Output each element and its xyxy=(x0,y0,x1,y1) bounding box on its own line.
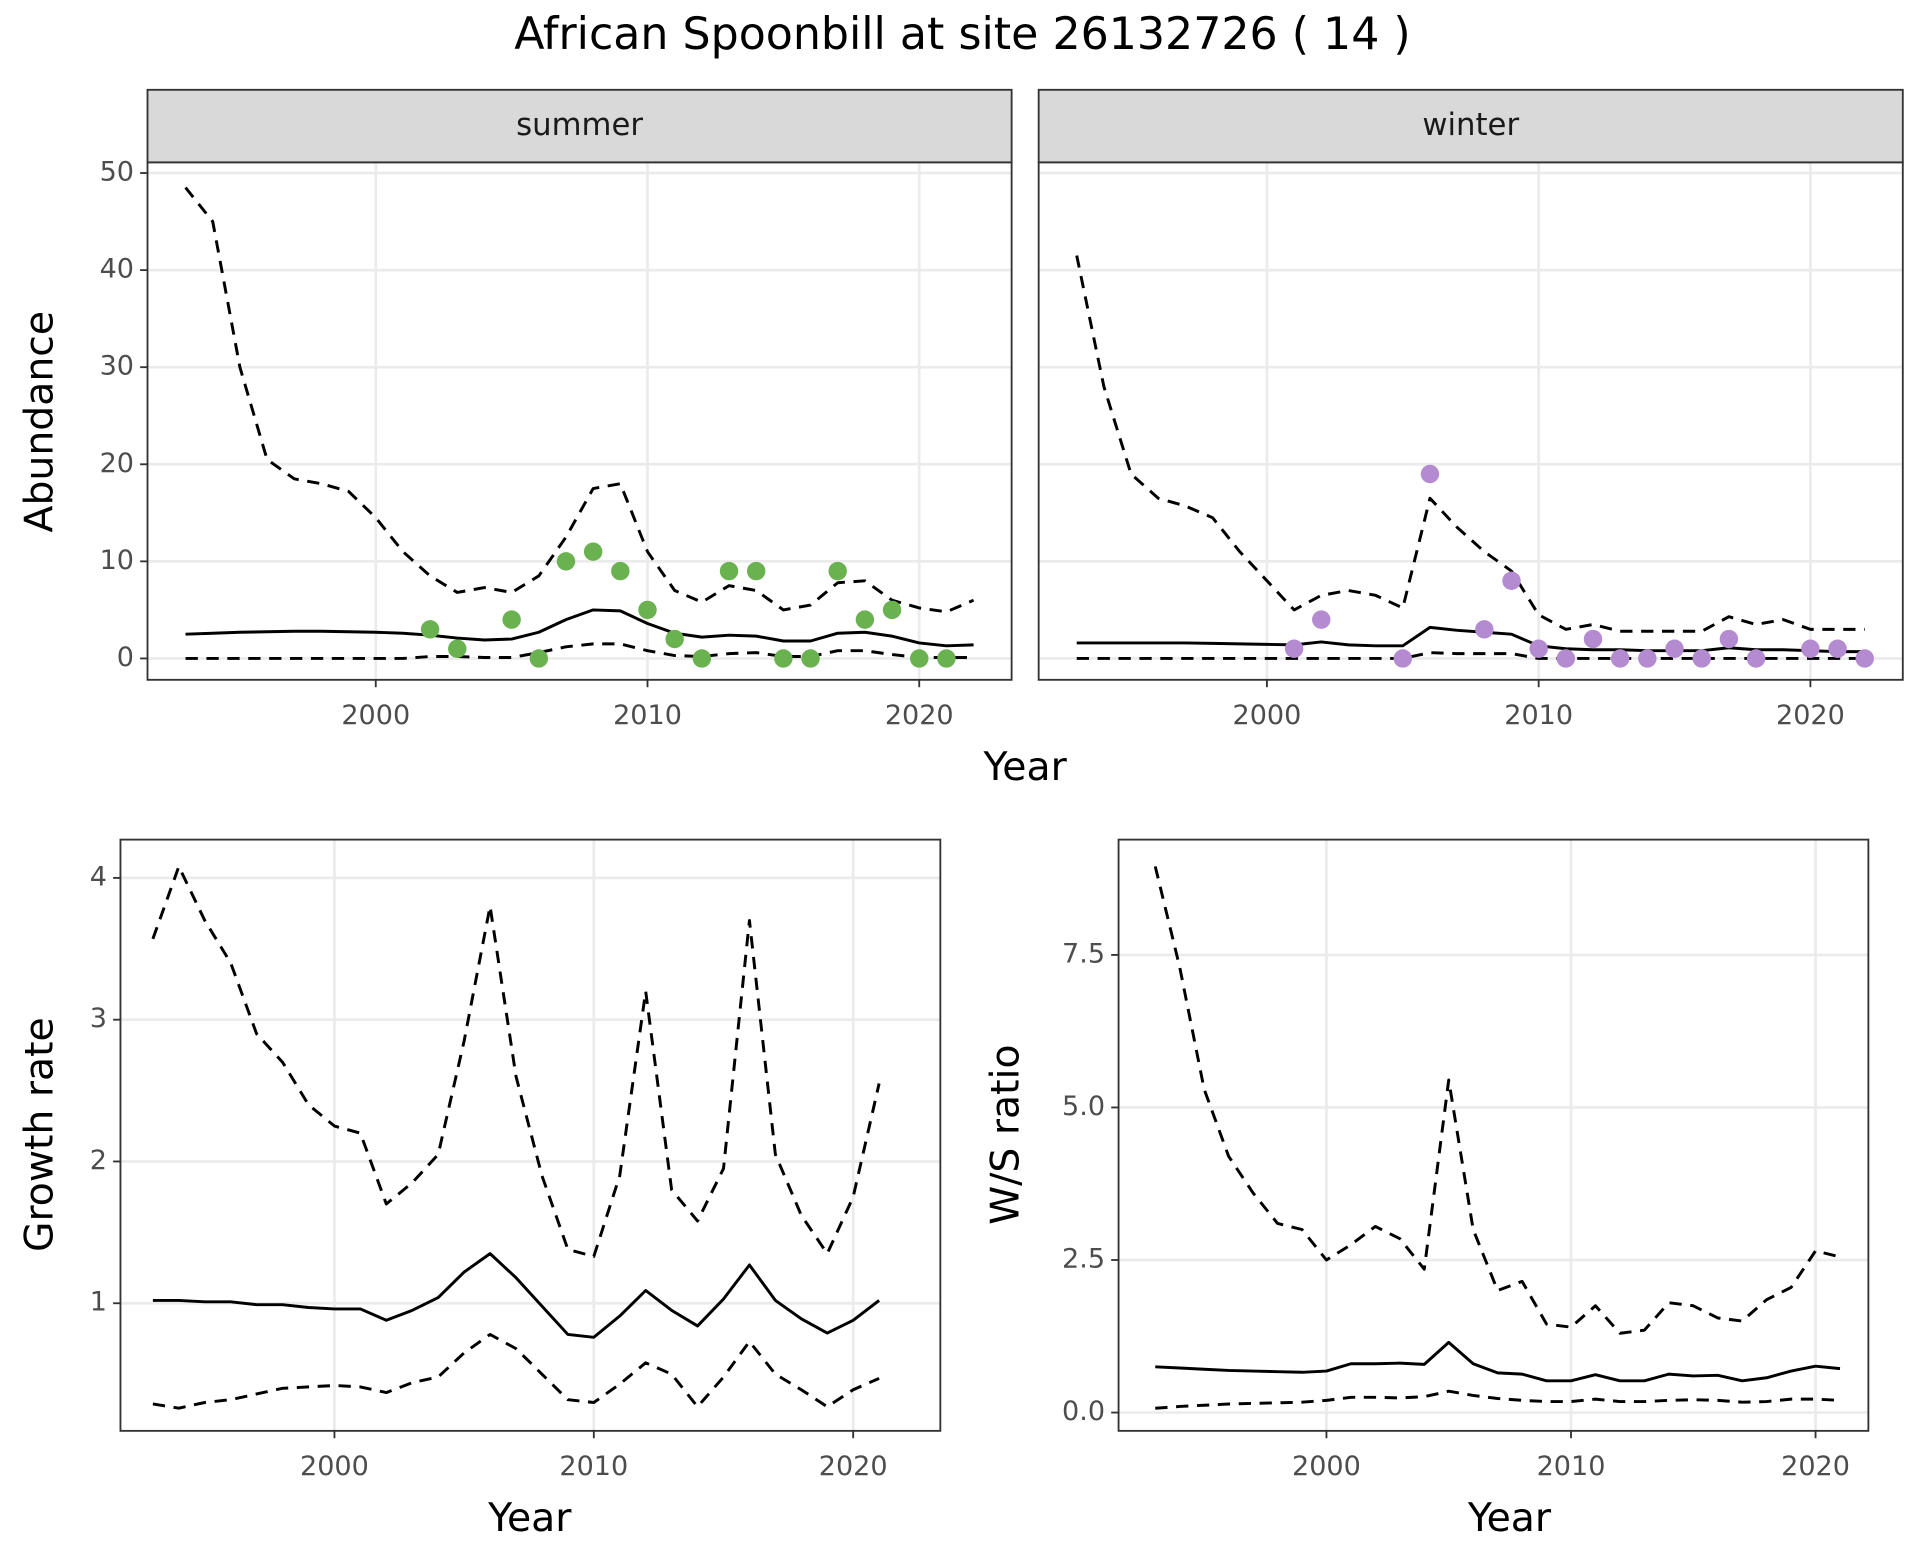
trend-line xyxy=(185,608,974,648)
x-tick-label: 2010 xyxy=(1537,1451,1606,1482)
strip-label: winter xyxy=(1422,107,1519,143)
interval-line xyxy=(184,186,975,614)
count-point xyxy=(882,600,902,620)
interval-line xyxy=(1076,651,1865,660)
x-tick-label: 2020 xyxy=(819,1451,888,1482)
count-point xyxy=(1610,649,1630,668)
count-point xyxy=(692,649,712,668)
count-point xyxy=(1719,629,1739,649)
count-point xyxy=(1746,649,1766,668)
trend-line xyxy=(1155,1340,1841,1383)
x-axis-title: Year xyxy=(487,1495,572,1541)
y-tick-label: 50 xyxy=(100,157,134,188)
count-point xyxy=(583,542,603,561)
x-tick-label: 2000 xyxy=(1292,1451,1361,1482)
y-tick-label: 0.0 xyxy=(1062,1396,1105,1427)
count-point xyxy=(1638,649,1657,668)
count-point xyxy=(746,561,766,581)
count-point xyxy=(1583,629,1603,649)
interval-line xyxy=(1155,1389,1841,1410)
y-tick-label: 5.0 xyxy=(1062,1091,1105,1122)
y-tick-label: 7.5 xyxy=(1062,938,1105,969)
trend-line xyxy=(152,1252,881,1339)
count-point xyxy=(1855,649,1874,668)
count-point xyxy=(611,561,630,581)
x-tick-label: 2010 xyxy=(613,700,682,731)
x-tick-label: 2010 xyxy=(559,1451,628,1482)
count-point xyxy=(855,610,875,629)
count-point xyxy=(529,649,549,668)
count-point xyxy=(937,649,956,668)
y-tick-label: 2.5 xyxy=(1062,1244,1105,1275)
x-tick-label: 2000 xyxy=(1233,700,1302,731)
count-point xyxy=(1556,649,1576,668)
interval-line xyxy=(1075,255,1865,633)
y-tick-label: 0 xyxy=(117,642,134,673)
count-point xyxy=(774,649,793,668)
panel-background xyxy=(120,839,941,1431)
y-axis-title: Abundance xyxy=(16,311,62,533)
y-tick-label: 1 xyxy=(90,1287,107,1318)
count-point xyxy=(1393,649,1413,668)
count-point xyxy=(1801,639,1820,658)
x-tick-label: 2020 xyxy=(885,700,954,731)
x-tick-label: 2020 xyxy=(1781,1451,1850,1482)
count-point xyxy=(1502,571,1521,591)
y-tick-label: 4 xyxy=(90,861,107,892)
strip-label: summer xyxy=(516,107,643,143)
count-point xyxy=(910,649,929,668)
count-point xyxy=(448,639,467,658)
count-point xyxy=(638,600,657,620)
count-point xyxy=(1692,649,1711,668)
interval-line xyxy=(151,865,881,1258)
y-axis-title: Growth rate xyxy=(16,1017,62,1252)
y-tick-label: 3 xyxy=(90,1003,107,1034)
count-point xyxy=(1420,464,1440,484)
strip xyxy=(146,88,1013,164)
panel-background xyxy=(1118,839,1869,1431)
panel-background xyxy=(1038,162,1903,680)
strip xyxy=(1037,88,1904,164)
x-tick-label: 2010 xyxy=(1504,700,1573,731)
count-point xyxy=(1475,620,1494,639)
y-tick-label: 2 xyxy=(90,1145,107,1176)
count-point xyxy=(1529,639,1548,658)
interval-line xyxy=(185,642,974,660)
figure-title: African Spoonbill at site 26132726 ( 14 … xyxy=(514,9,1411,60)
count-point xyxy=(1828,639,1847,658)
count-point xyxy=(502,610,521,629)
count-point xyxy=(1312,610,1331,629)
panel-border xyxy=(119,838,942,1432)
count-point xyxy=(719,561,739,581)
x-axis-title: Year xyxy=(1467,1495,1552,1541)
count-point xyxy=(420,620,440,639)
x-tick-label: 2020 xyxy=(1776,700,1845,731)
y-tick-label: 20 xyxy=(100,448,134,479)
y-tick-label: 30 xyxy=(100,351,134,382)
count-point xyxy=(665,629,684,649)
panel-background xyxy=(147,162,1012,680)
interval-line xyxy=(152,1332,880,1410)
y-tick-label: 40 xyxy=(100,254,134,285)
trend-line xyxy=(1076,625,1865,654)
count-point xyxy=(556,552,576,571)
count-point xyxy=(828,561,847,581)
x-tick-label: 2000 xyxy=(341,700,410,731)
count-point xyxy=(801,649,820,668)
y-tick-label: 10 xyxy=(100,545,134,576)
y-axis-title: W/S ratio xyxy=(982,1044,1028,1224)
x-tick-label: 2000 xyxy=(300,1451,369,1482)
count-point xyxy=(1665,639,1684,658)
x-axis-title: Year xyxy=(983,744,1068,790)
count-point xyxy=(1284,639,1304,658)
panel-border xyxy=(1117,838,1870,1432)
